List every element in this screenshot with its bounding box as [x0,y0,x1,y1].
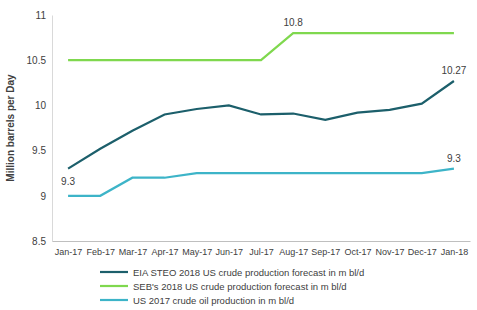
x-tick: Jan-18 [441,241,469,257]
x-tick-label: May-17 [182,247,212,257]
legend-swatch [100,271,128,273]
y-tick: 9.5 [32,145,52,156]
x-tick-label: Aug-17 [279,247,308,257]
y-axis-title: Million barrels per Day [5,74,16,182]
x-tick-label: Dec-17 [408,247,437,257]
x-tick-label: Apr-17 [152,247,179,257]
y-tick-label: 11 [36,10,47,21]
x-tick: Jul-17 [249,241,274,257]
y-tick-label: 9 [40,191,46,202]
y-tick: 9 [40,191,52,202]
legend: EIA STEO 2018 US crude production foreca… [100,267,364,306]
chart: 8.599.51010.511Jan-17Feb-17Mar-17Apr-17M… [0,0,477,310]
x-tick: Sep-17 [311,241,340,257]
data-label: 10.27 [441,65,466,76]
x-tick: Oct-17 [344,241,371,257]
y-axis: 8.5 9 9.5 10 10.5 11 [27,10,53,247]
y-tick: 11 [36,10,52,21]
x-tick: May-17 [182,241,212,257]
y-tick: 10.5 [27,55,52,66]
series-line [68,169,454,196]
x-axis: Jan-17Feb-17 Mar-17 Apr-17May-17 Jun-17 Jul-… [53,241,471,257]
x-tick-label: Jul-17 [249,247,274,257]
x-tick-label: Mar-17 [119,247,148,257]
x-tick: Dec-17 [408,241,437,257]
y-tick-label: 10.5 [27,55,47,66]
plot-area [68,33,454,196]
x-tick-label: Sep-17 [311,247,340,257]
x-tick: Feb-17 [86,241,115,257]
y-tick-label: 9.5 [32,145,46,156]
data-label: 9.3 [61,176,75,187]
data-labels: 9.3 10.27 10.8 9.3 [61,17,467,187]
series-line [68,81,454,169]
x-tick: Nov-17 [376,241,405,257]
y-tick: 10 [35,100,52,111]
x-tick: Jun-17 [216,241,244,257]
x-axis-line [53,241,471,242]
legend-item: SEB's 2018 US crude production forecast … [100,281,347,292]
legend-label: SEB's 2018 US crude production forecast … [133,281,347,292]
x-tick: Jan-17 [55,241,83,257]
legend-swatch [100,285,128,287]
x-tick: Aug-17 [279,241,308,257]
data-label: 9.3 [447,153,461,164]
y-tick-label: 8.5 [32,236,46,247]
legend-swatch [100,299,128,301]
legend-label: US 2017 crude oil production in m bl/d [133,295,294,306]
legend-item: US 2017 crude oil production in m bl/d [100,295,294,306]
legend-label: EIA STEO 2018 US crude production foreca… [133,267,364,278]
x-tick-label: Feb-17 [86,247,115,257]
y-axis-line [52,16,53,242]
x-tick-label: Nov-17 [376,247,405,257]
x-tick-label: Jun-17 [216,247,244,257]
y-tick-label: 10 [35,100,47,111]
x-tick-label: Oct-17 [344,247,371,257]
data-label: 10.8 [283,17,303,28]
x-tick-label: Jan-18 [441,247,469,257]
x-tick: Mar-17 [119,241,148,257]
y-tick: 8.5 [32,236,52,247]
legend-item: EIA STEO 2018 US crude production foreca… [100,267,364,278]
x-tick: Apr-17 [152,241,179,257]
x-tick-label: Jan-17 [55,247,83,257]
series-line [68,33,454,60]
